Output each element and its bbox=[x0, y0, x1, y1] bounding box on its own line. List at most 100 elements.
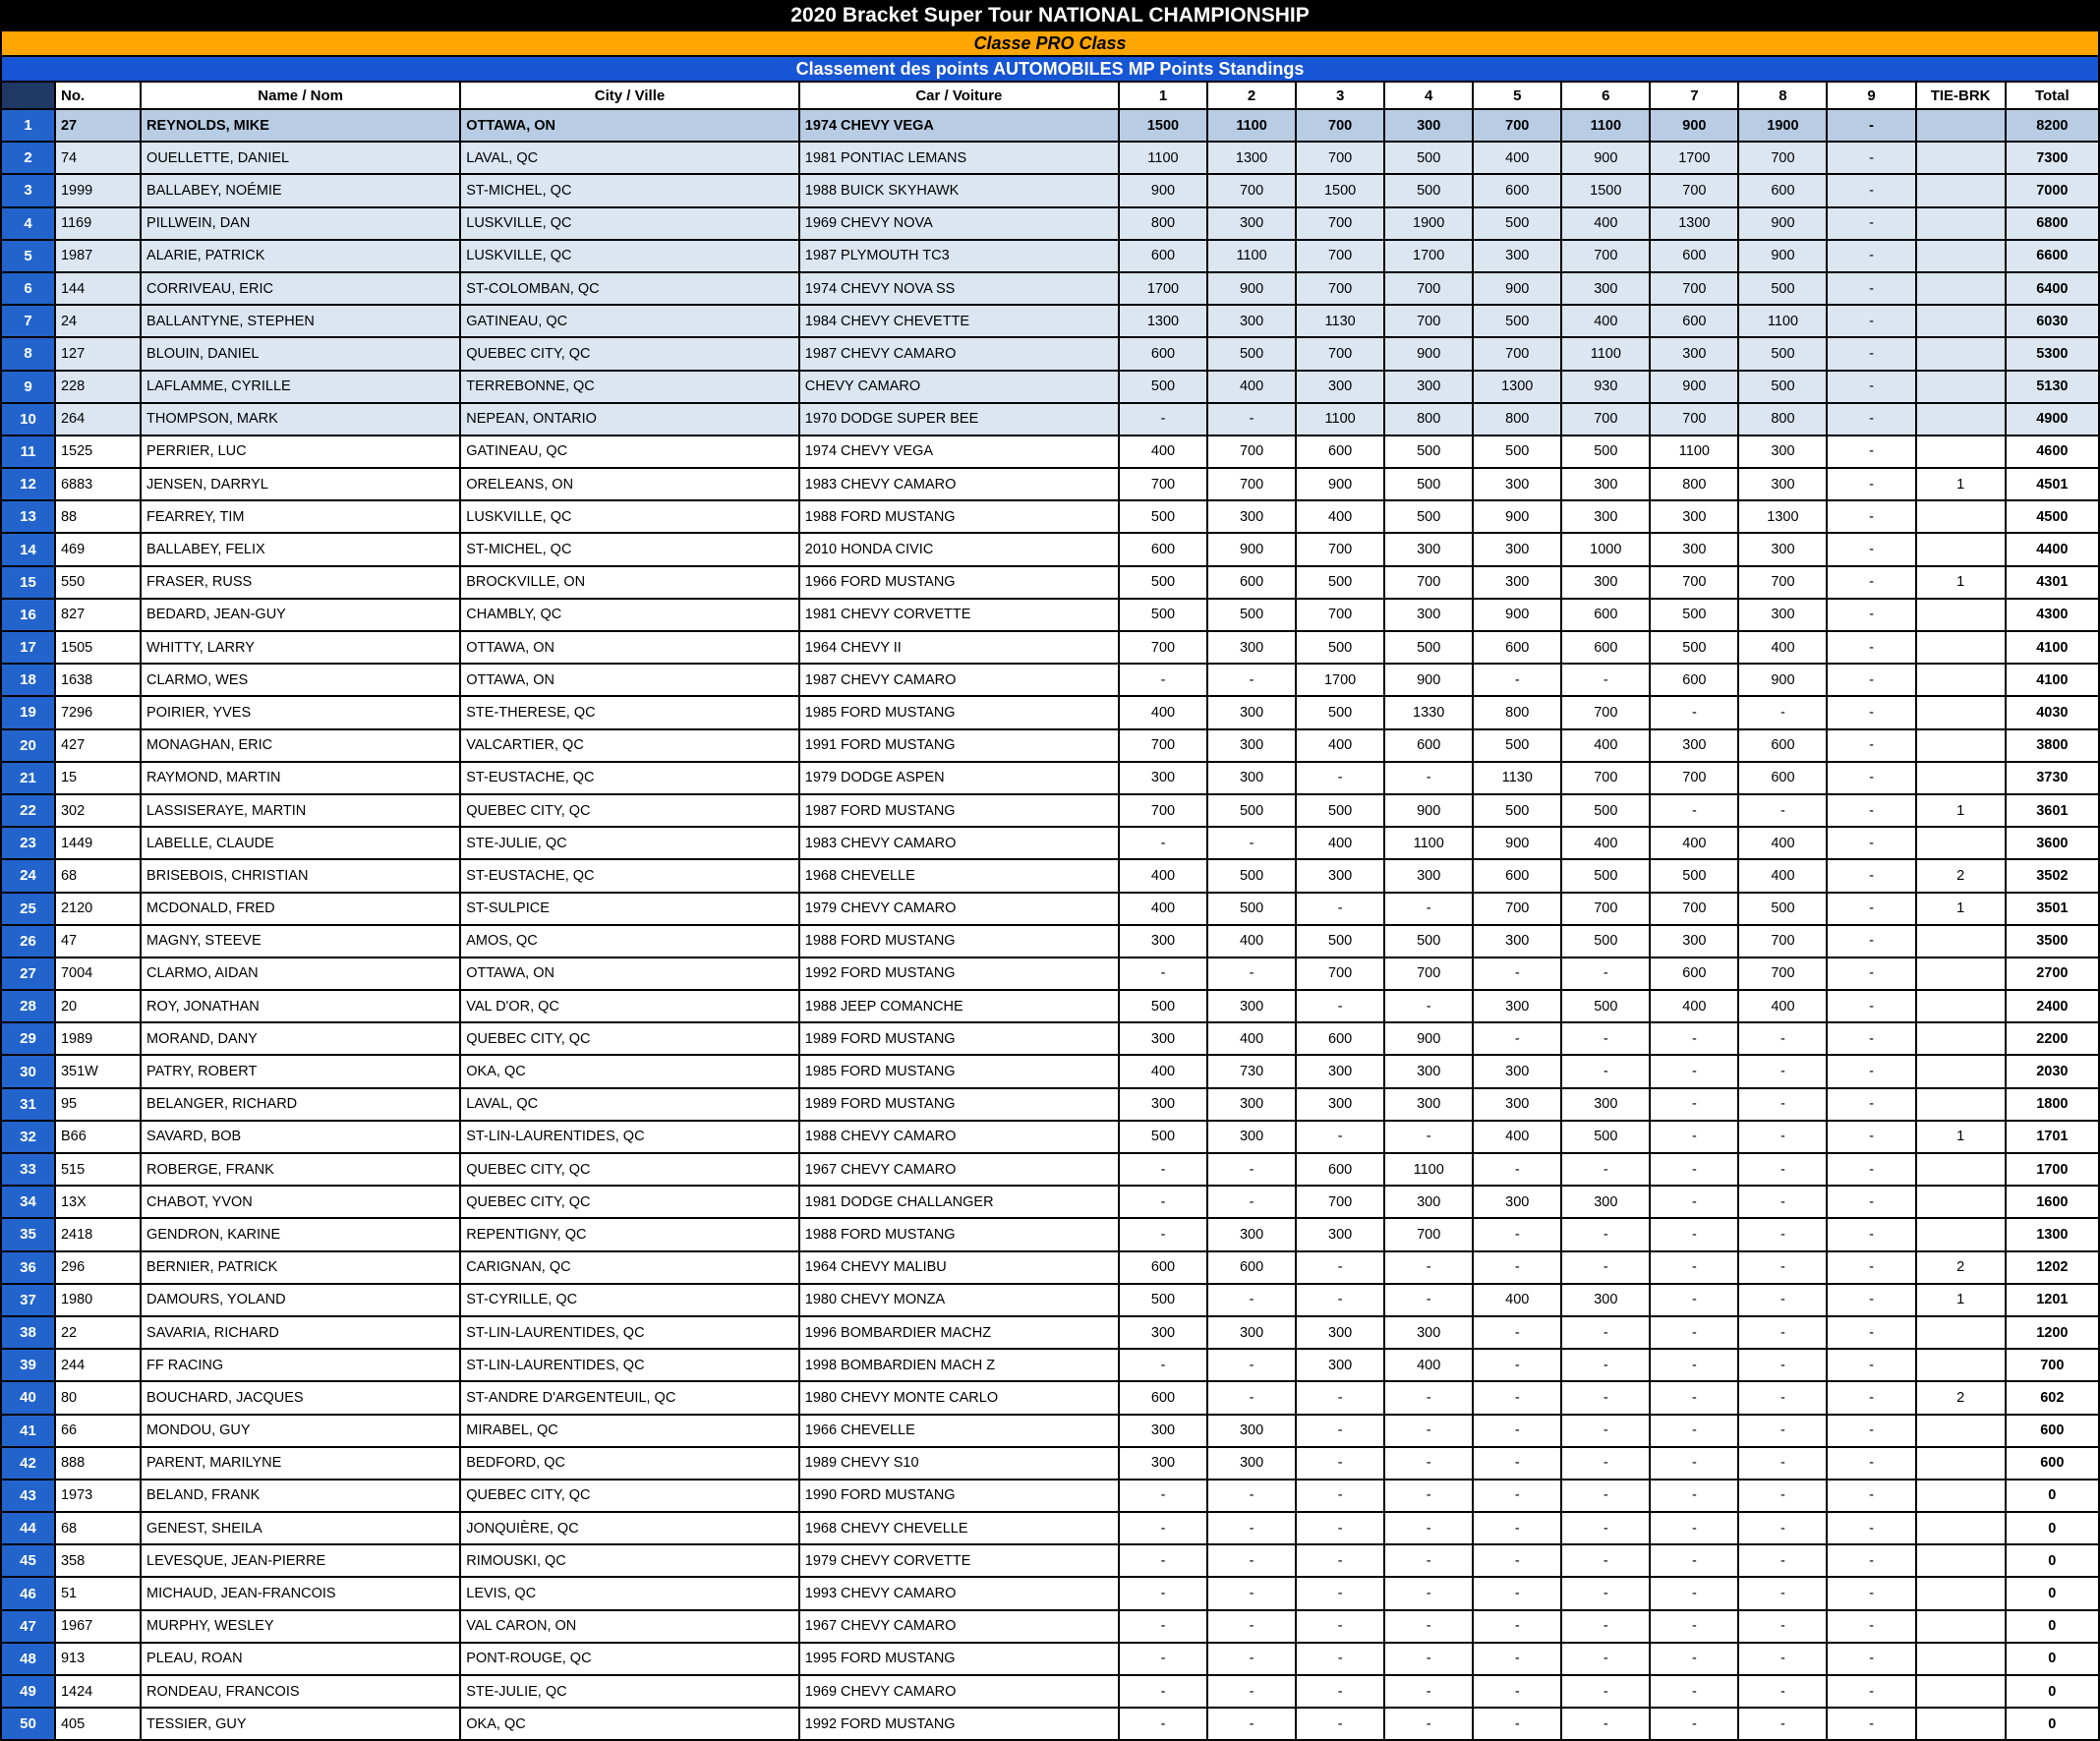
race-1-points-cell: 1300 bbox=[1117, 304, 1209, 339]
race-2-points-cell: - bbox=[1206, 1151, 1298, 1188]
race-6-points-cell: 700 bbox=[1560, 238, 1652, 273]
column-header-col-no: No. bbox=[53, 81, 143, 110]
car-number-cell: 51 bbox=[53, 1576, 143, 1611]
city-cell: LUSKVILLE, QC bbox=[459, 499, 800, 535]
rank-cell: 47 bbox=[0, 1608, 56, 1644]
city-cell: QUEBEC CITY, QC bbox=[459, 336, 800, 372]
race-9-points-cell: - bbox=[1826, 597, 1917, 633]
race-9-points-cell: - bbox=[1826, 1314, 1917, 1351]
race-3-points-cell: 1700 bbox=[1295, 663, 1386, 698]
race-2-points-cell: 730 bbox=[1206, 1054, 1298, 1089]
total-points-cell: 1700 bbox=[2004, 1151, 2100, 1188]
race-4-points-cell: - bbox=[1383, 1576, 1475, 1611]
race-7-points-cell: - bbox=[1649, 1576, 1740, 1611]
race-8-points-cell: 400 bbox=[1737, 858, 1829, 894]
car-cell: 1987 CHEVY CAMARO bbox=[797, 663, 1120, 698]
driver-name-cell: FRASER, RUSS bbox=[140, 564, 462, 600]
race-5-points-cell: 1300 bbox=[1472, 369, 1563, 404]
race-4-points-cell: 600 bbox=[1383, 727, 1475, 763]
column-header-col-7: 7 bbox=[1649, 81, 1740, 110]
total-points-cell: 1300 bbox=[2004, 1217, 2100, 1252]
race-2-points-cell: 1300 bbox=[1206, 141, 1298, 176]
rank-cell: 31 bbox=[0, 1086, 56, 1122]
total-points-cell: 3500 bbox=[2004, 923, 2100, 958]
tie-breaker-cell bbox=[1914, 173, 2007, 208]
race-8-points-cell: - bbox=[1737, 1543, 1829, 1579]
race-6-points-cell: 900 bbox=[1560, 141, 1652, 176]
page-title: 2020 Bracket Super Tour NATIONAL CHAMPIO… bbox=[0, 0, 2100, 31]
race-2-points-cell: 300 bbox=[1206, 205, 1298, 241]
total-points-cell: 5300 bbox=[2004, 336, 2100, 372]
rank-cell: 30 bbox=[0, 1054, 56, 1089]
car-cell: 1988 JEEP COMANCHE bbox=[797, 989, 1120, 1024]
race-6-points-cell: 500 bbox=[1560, 923, 1652, 958]
table-row: 48 913 PLEAU, ROAN PONT-ROUGE, QC 1995 FORD … bbox=[0, 1641, 2100, 1677]
race-3-points-cell: - bbox=[1295, 1511, 1386, 1546]
tie-breaker-cell bbox=[1914, 923, 2007, 958]
total-points-cell: 0 bbox=[2004, 1576, 2100, 1611]
race-4-points-cell: 300 bbox=[1383, 1185, 1475, 1220]
driver-name-cell: CORRIVEAU, ERIC bbox=[140, 270, 462, 307]
column-header-col-car: Car / Voiture bbox=[797, 81, 1120, 110]
column-header-col-total: Total bbox=[2004, 81, 2100, 110]
tie-breaker-cell bbox=[1914, 956, 2007, 992]
race-8-points-cell: - bbox=[1737, 1511, 1829, 1546]
tie-breaker-cell bbox=[1914, 238, 2007, 273]
race-5-points-cell: 400 bbox=[1472, 1119, 1563, 1155]
column-header-col-3: 3 bbox=[1295, 81, 1386, 110]
total-points-cell: 7300 bbox=[2004, 141, 2100, 176]
race-9-points-cell: - bbox=[1826, 1641, 1917, 1677]
race-9-points-cell: - bbox=[1826, 1576, 1917, 1611]
race-5-points-cell: 500 bbox=[1472, 434, 1563, 470]
race-6-points-cell: - bbox=[1560, 1478, 1652, 1514]
car-cell: 1970 DODGE SUPER BEE bbox=[797, 401, 1120, 436]
race-7-points-cell: 500 bbox=[1649, 597, 1740, 633]
race-6-points-cell: 1100 bbox=[1560, 107, 1652, 144]
race-9-points-cell: - bbox=[1826, 989, 1917, 1024]
race-1-points-cell: - bbox=[1117, 956, 1209, 992]
car-cell: 1979 CHEVY CORVETTE bbox=[797, 1543, 1120, 1579]
race-1-points-cell: - bbox=[1117, 826, 1209, 861]
total-points-cell: 2400 bbox=[2004, 989, 2100, 1024]
tie-breaker-cell bbox=[1914, 695, 2007, 730]
driver-name-cell: SAVARD, BOB bbox=[140, 1119, 462, 1155]
race-5-points-cell: - bbox=[1472, 1380, 1563, 1416]
race-1-points-cell: 600 bbox=[1117, 238, 1209, 273]
race-1-points-cell: 400 bbox=[1117, 434, 1209, 470]
tie-breaker-cell bbox=[1914, 597, 2007, 633]
race-6-points-cell: 500 bbox=[1560, 858, 1652, 894]
car-cell: 1988 FORD MUSTANG bbox=[797, 499, 1120, 535]
race-9-points-cell: - bbox=[1826, 858, 1917, 894]
car-cell: 1964 CHEVY II bbox=[797, 629, 1120, 666]
table-row: 8 127 BLOUIN, DANIEL QUEBEC CITY, QC 1987 CH… bbox=[0, 336, 2100, 372]
race-1-points-cell: 500 bbox=[1117, 564, 1209, 600]
car-number-cell: 22 bbox=[53, 1314, 143, 1351]
race-7-points-cell: - bbox=[1649, 1151, 1740, 1188]
car-number-cell: 20 bbox=[53, 989, 143, 1024]
total-points-cell: 4900 bbox=[2004, 401, 2100, 436]
driver-name-cell: BALLANTYNE, STEPHEN bbox=[140, 304, 462, 339]
rank-cell: 19 bbox=[0, 695, 56, 730]
race-6-points-cell: 300 bbox=[1560, 270, 1652, 307]
race-5-points-cell: 400 bbox=[1472, 141, 1563, 176]
race-1-points-cell: 600 bbox=[1117, 1249, 1209, 1285]
race-7-points-cell: 700 bbox=[1649, 270, 1740, 307]
car-number-cell: 427 bbox=[53, 727, 143, 763]
race-5-points-cell: 1130 bbox=[1472, 760, 1563, 795]
race-3-points-cell: 500 bbox=[1295, 923, 1386, 958]
race-2-points-cell: 300 bbox=[1206, 1086, 1298, 1122]
car-number-cell: 244 bbox=[53, 1348, 143, 1383]
car-cell: 1964 CHEVY MALIBU bbox=[797, 1249, 1120, 1285]
race-4-points-cell: - bbox=[1383, 1478, 1475, 1514]
race-2-points-cell: 500 bbox=[1206, 792, 1298, 829]
city-cell: ST-CYRILLE, QC bbox=[459, 1282, 800, 1317]
race-3-points-cell: 300 bbox=[1295, 1314, 1386, 1351]
race-5-points-cell: 900 bbox=[1472, 499, 1563, 535]
city-cell: AMOS, QC bbox=[459, 923, 800, 958]
race-5-points-cell: 400 bbox=[1472, 1282, 1563, 1317]
tie-breaker-cell bbox=[1914, 989, 2007, 1024]
race-4-points-cell: 400 bbox=[1383, 1348, 1475, 1383]
city-cell: STE-THERESE, QC bbox=[459, 695, 800, 730]
race-7-points-cell: - bbox=[1649, 1348, 1740, 1383]
race-8-points-cell: 700 bbox=[1737, 141, 1829, 176]
